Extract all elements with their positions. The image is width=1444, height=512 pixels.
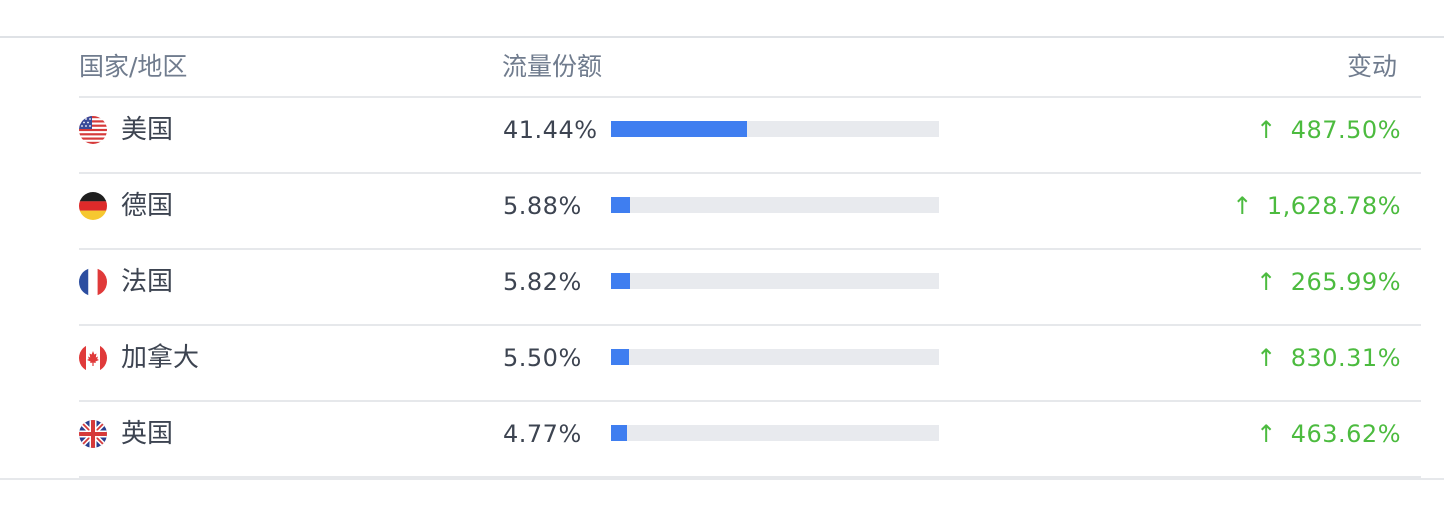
arrow-up-icon: ↑: [1256, 344, 1277, 372]
change-value: ↑ 1,628.78%: [1232, 188, 1401, 224]
arrow-up-icon: ↑: [1256, 116, 1277, 144]
change-text: 265.99%: [1290, 268, 1401, 296]
share-bar-track: [611, 197, 939, 213]
change-value: ↑ 830.31%: [1256, 340, 1401, 376]
table-header: 国家/地区 流量份额 变动: [79, 38, 1421, 98]
traffic-share-value: 41.44%: [503, 116, 598, 144]
change-text: 830.31%: [1290, 344, 1401, 372]
share-bar-track: [611, 425, 939, 441]
us-flag-icon: [79, 116, 107, 144]
country-name: 加拿大: [121, 343, 200, 373]
change-text: 1,628.78%: [1266, 192, 1401, 220]
change-value: ↑ 265.99%: [1256, 264, 1401, 300]
arrow-up-icon: ↑: [1256, 420, 1277, 448]
change-value: ↑ 463.62%: [1256, 416, 1401, 452]
header-change[interactable]: 变动: [1346, 52, 1397, 81]
country-name: 美国: [121, 115, 174, 145]
share-bar-fill: [611, 349, 630, 365]
share-bar-track: [611, 273, 939, 289]
gb-flag-icon: [79, 420, 107, 448]
header-traffic-share[interactable]: 流量份额: [502, 52, 603, 81]
table-row[interactable]: 美国 41.44% ↑ 487.50%: [79, 98, 1421, 174]
change-text: 487.50%: [1290, 116, 1401, 144]
ca-flag-icon: [79, 344, 107, 372]
traffic-share-value: 5.82%: [503, 268, 582, 296]
fr-flag-icon: [79, 268, 107, 296]
traffic-share-value: 5.50%: [503, 344, 582, 372]
share-bar-fill: [611, 197, 631, 213]
traffic-share-value: 5.88%: [503, 192, 582, 220]
top-divider: [0, 36, 1444, 38]
traffic-share-value: 4.77%: [503, 420, 582, 448]
share-bar-track: [611, 121, 939, 137]
arrow-up-icon: ↑: [1256, 268, 1277, 296]
country-name: 德国: [121, 191, 174, 221]
table-row[interactable]: 法国 5.82% ↑ 265.99%: [79, 250, 1421, 326]
table-row[interactable]: 德国 5.88% ↑ 1,628.78%: [79, 174, 1421, 250]
country-name: 英国: [121, 419, 174, 449]
country-name: 法国: [121, 267, 174, 297]
share-bar-fill: [611, 121, 747, 137]
change-value: ↑ 487.50%: [1256, 112, 1401, 148]
share-bar-fill: [611, 425, 627, 441]
share-bar-track: [611, 349, 939, 365]
change-text: 463.62%: [1290, 420, 1401, 448]
country-traffic-table: 国家/地区 流量份额 变动: [79, 38, 1421, 478]
de-flag-icon: [79, 192, 107, 220]
arrow-up-icon: ↑: [1232, 192, 1253, 220]
share-bar-fill: [611, 273, 631, 289]
bottom-divider: [0, 478, 1444, 480]
header-country[interactable]: 国家/地区: [79, 52, 188, 81]
table-row[interactable]: 英国 4.77% ↑ 463.62%: [79, 402, 1421, 478]
table-row[interactable]: 加拿大 5.50% ↑ 830.31%: [79, 326, 1421, 402]
